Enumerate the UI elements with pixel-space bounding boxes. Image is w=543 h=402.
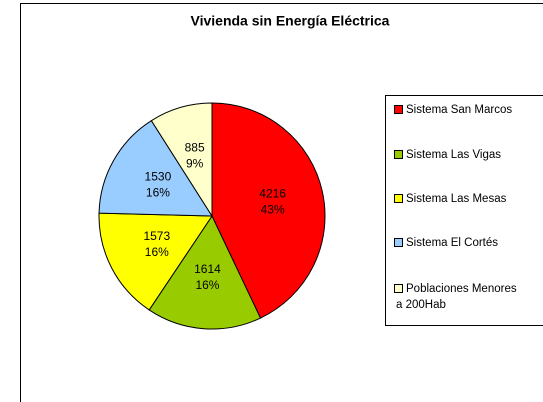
legend-swatch xyxy=(394,194,403,203)
value-label: 1573 xyxy=(143,229,170,243)
pie-slice xyxy=(150,102,213,218)
pie-slice xyxy=(98,119,213,217)
percent-label: 16% xyxy=(146,186,170,200)
legend-swatch xyxy=(394,284,403,293)
legend-label: Poblaciones Menores a 200Hab xyxy=(396,283,520,311)
pie-slice xyxy=(148,214,262,330)
pie-slice xyxy=(98,212,213,311)
legend-box xyxy=(385,95,543,326)
legend-swatch xyxy=(394,105,403,114)
value-label: 4216 xyxy=(259,187,286,201)
value-label: 1614 xyxy=(194,262,221,276)
chart-title: Vivienda sin Energía Eléctrica xyxy=(191,13,390,29)
percent-label: 43% xyxy=(261,203,285,217)
value-label: 1530 xyxy=(145,170,172,184)
percent-label: 9% xyxy=(186,156,204,170)
percent-label: 16% xyxy=(145,245,169,259)
legend-label: Sistema Las Vigas xyxy=(406,149,501,161)
legend-swatch xyxy=(394,238,403,247)
legend-line: a 200Hab xyxy=(396,299,446,311)
value-label: 885 xyxy=(185,140,205,154)
pie-slice xyxy=(211,102,326,319)
legend-line: Poblaciones Menores xyxy=(406,283,520,295)
legend-label: Sistema El Cortés xyxy=(406,237,498,249)
percent-label: 16% xyxy=(195,278,219,292)
legend-swatch xyxy=(394,150,403,159)
legend-label: Sistema Las Mesas xyxy=(406,193,507,205)
legend-label: Sistema San Marcos xyxy=(406,104,512,116)
